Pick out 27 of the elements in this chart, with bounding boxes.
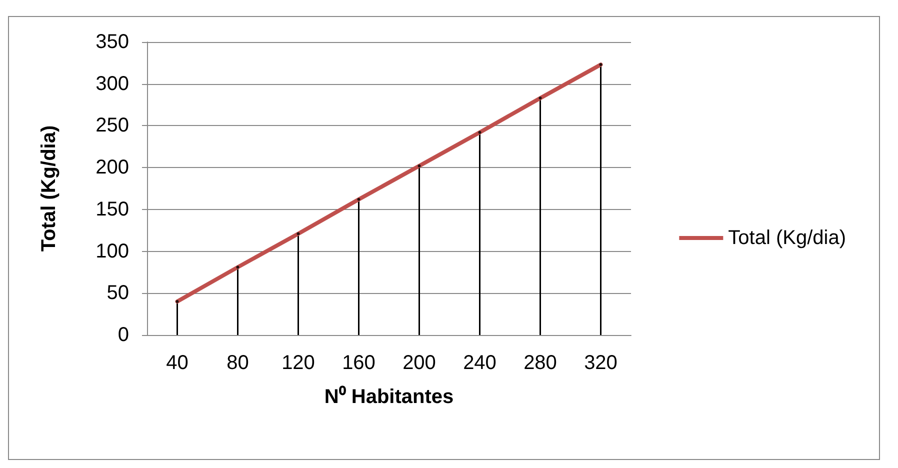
x-tick-label: 80 xyxy=(226,352,249,374)
point xyxy=(357,198,360,201)
point xyxy=(296,232,300,236)
x-tick-label: 240 xyxy=(463,352,496,374)
x-axis-title: N⁰ Habitantes xyxy=(324,385,454,408)
point xyxy=(418,164,421,168)
y-tick-label: 250 xyxy=(96,114,129,137)
y-tick-label: 150 xyxy=(96,198,129,220)
point xyxy=(538,96,542,100)
y-tick-label: 300 xyxy=(96,72,129,95)
x-tick-label: 200 xyxy=(402,352,436,374)
y-axis-title: Total (Kg/dia) xyxy=(38,125,60,252)
y-tick-label: 200 xyxy=(96,156,129,179)
legend-label: Total (Kg/dia) xyxy=(728,227,846,249)
x-tick-label: 320 xyxy=(584,352,618,374)
y-tick-label: 50 xyxy=(106,282,129,304)
y-tick-label: 350 xyxy=(96,31,129,53)
x-tick-label: 280 xyxy=(524,352,557,374)
line-series xyxy=(175,62,603,304)
point xyxy=(176,300,179,304)
y-tick-label: 100 xyxy=(96,240,129,262)
point xyxy=(478,130,482,134)
x-tick-label: 120 xyxy=(282,352,315,374)
y-tick-label: 0 xyxy=(118,324,129,346)
x-tick-label: 40 xyxy=(166,352,188,374)
point xyxy=(599,63,602,66)
x-tick-label: 160 xyxy=(342,352,376,374)
